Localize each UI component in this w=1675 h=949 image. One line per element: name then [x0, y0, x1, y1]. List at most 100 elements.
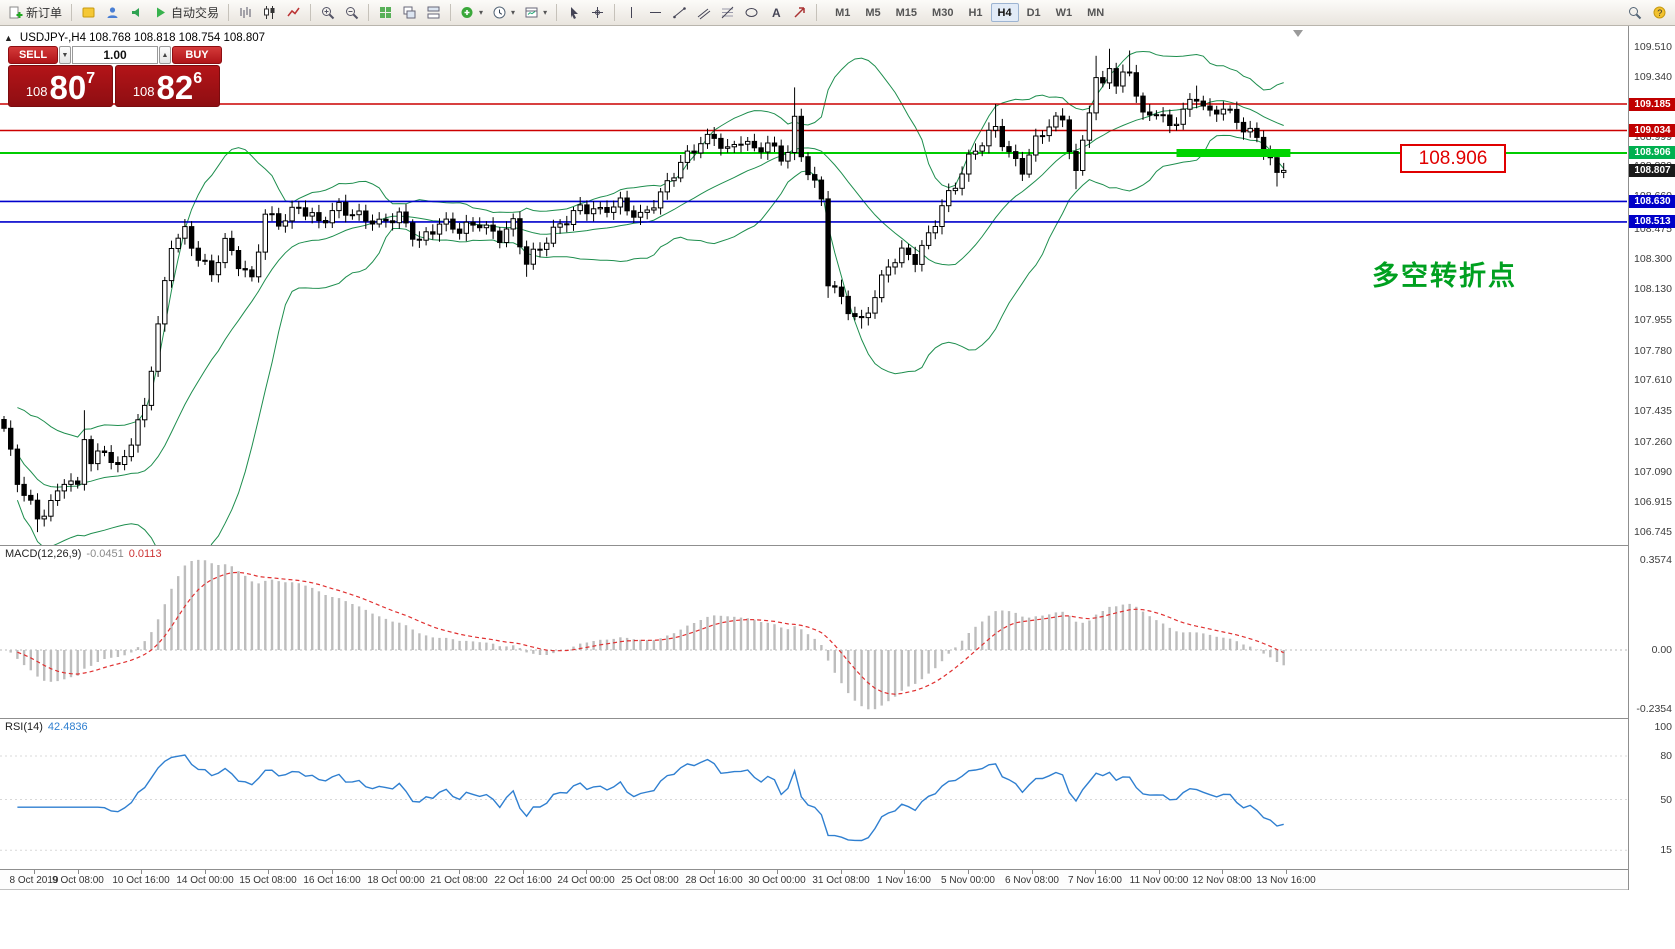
vertical-line-button[interactable] [620, 2, 643, 23]
sell-price-display[interactable]: 108 80 7 [8, 65, 113, 107]
rsi-scale-label: 100 [1654, 721, 1672, 733]
time-axis-tick [968, 870, 969, 874]
tile-windows-button[interactable] [374, 2, 397, 23]
candlestick-chart[interactable] [0, 26, 1627, 545]
time-axis-tick [777, 870, 778, 874]
search-button[interactable] [1623, 2, 1646, 23]
time-axis-label: 21 Oct 08:00 [430, 875, 488, 886]
timeframe-m5[interactable]: M5 [858, 3, 887, 22]
sell-button[interactable]: SELL [8, 46, 58, 64]
zoom-in-button[interactable] [316, 2, 339, 23]
toolbar-separator [228, 4, 230, 21]
timeframe-mn[interactable]: MN [1080, 3, 1111, 22]
candlestick-chart-button[interactable] [258, 2, 281, 23]
fibonacci-button[interactable] [716, 2, 739, 23]
arrange-windows-button[interactable] [422, 2, 445, 23]
time-axis-label: 13 Nov 16:00 [1256, 875, 1316, 886]
metaeditor-icon [82, 7, 95, 18]
cascade-icon [403, 6, 416, 19]
metaeditor-button[interactable] [77, 2, 100, 23]
zoom-out-button[interactable] [340, 2, 363, 23]
macd-chart[interactable] [0, 546, 1627, 718]
price-scale-label: 109.510 [1634, 41, 1672, 53]
price-badge: 108.807 [1629, 164, 1675, 177]
crosshair-button[interactable] [586, 2, 609, 23]
rsi-scale-label: 50 [1660, 794, 1672, 806]
trendline-icon [673, 7, 686, 19]
text-annotation-button[interactable]: A [764, 2, 787, 23]
time-axis-tick [268, 870, 269, 874]
timeframe-m30[interactable]: M30 [925, 3, 960, 22]
price-scale-label: 109.340 [1634, 71, 1672, 83]
cascade-windows-button[interactable] [398, 2, 421, 23]
time-axis-tick [523, 870, 524, 874]
community-button[interactable] [101, 2, 124, 23]
macd-scale-label: -0.2354 [1636, 703, 1672, 715]
volume-decrease-button[interactable]: ▼ [59, 46, 71, 64]
market-button[interactable] [125, 2, 148, 23]
dropdown-caret-icon: ▾ [479, 8, 484, 17]
price-annotation-box[interactable]: 108.906 [1400, 144, 1506, 173]
time-axis-label: 22 Oct 16:00 [494, 875, 552, 886]
time-axis-label: 11 Nov 00:00 [1129, 875, 1189, 886]
toolbar-separator [310, 4, 312, 21]
timeframe-w1[interactable]: W1 [1049, 3, 1080, 22]
toolbar-right-icons: ? [1623, 2, 1671, 23]
price-scale[interactable]: 109.510109.340109.170108.999108.830108.6… [1628, 26, 1675, 890]
timeframe-group: M1 M5 M15 M30 H1 H4 D1 W1 MN [828, 3, 1111, 22]
chart-shift-marker[interactable] [1293, 30, 1303, 37]
new-order-icon [9, 6, 23, 19]
one-click-trade-panel: SELL ▼ ▲ BUY 108 80 7 108 82 6 [8, 46, 222, 107]
ohlc-info: ▲ USDJPY-,H4 108.768 108.818 108.754 108.… [4, 32, 265, 44]
volume-increase-button[interactable]: ▲ [159, 46, 171, 64]
community-icon [107, 7, 118, 18]
macd-panel: MACD(12,26,9) -0.0451 0.0113 [0, 546, 1675, 719]
dropdown-caret-icon: ▾ [543, 8, 548, 17]
arrows-button[interactable] [788, 2, 811, 23]
line-chart-button[interactable] [282, 2, 305, 23]
timeframe-m15[interactable]: M15 [889, 3, 924, 22]
trendline-button[interactable] [668, 2, 691, 23]
cursor-button[interactable] [562, 2, 585, 23]
turning-point-note[interactable]: 多空转折点 [1372, 261, 1517, 291]
rsi-label: RSI(14) 42.4836 [5, 721, 88, 733]
new-order-button[interactable]: 新订单 [4, 2, 66, 23]
periods-button[interactable]: ▾ [488, 2, 519, 23]
autotrading-button[interactable]: 自动交易 [149, 2, 223, 23]
candles-icon [264, 6, 275, 19]
zoom-in-icon [322, 7, 335, 20]
indicators-icon [461, 7, 473, 18]
price-badge: 108.513 [1629, 215, 1675, 228]
timeframe-d1[interactable]: D1 [1020, 3, 1048, 22]
time-axis-tick [1159, 870, 1160, 874]
toolbar-separator [71, 4, 73, 21]
line-icon [287, 7, 300, 17]
support-button[interactable]: ? [1648, 2, 1671, 23]
horizontal-line-button[interactable] [644, 2, 667, 23]
sell-price-big: 80 [49, 68, 87, 106]
time-axis-label: 9 Oct 08:00 [52, 875, 104, 886]
price-scale-label: 106.745 [1634, 526, 1672, 538]
volume-input[interactable] [72, 46, 158, 64]
time-axis[interactable]: 8 Oct 2019 9 Oct 08:00 10 Oct 16:00 14 Oct … [0, 870, 1675, 890]
time-axis-tick [1032, 870, 1033, 874]
timeframe-h1[interactable]: H1 [961, 3, 989, 22]
templates-button[interactable]: ▾ [520, 2, 551, 23]
time-axis-label: 7 Nov 16:00 [1068, 875, 1122, 886]
rsi-chart[interactable] [0, 719, 1627, 869]
bar-chart-button[interactable] [234, 2, 257, 23]
trade-panel-toggle[interactable]: ▲ [4, 33, 13, 43]
indicators-button[interactable]: ▾ [456, 2, 487, 23]
buy-price-display[interactable]: 108 82 6 [115, 65, 220, 107]
rsi-scale-label: 80 [1660, 750, 1672, 762]
timeframe-h4[interactable]: H4 [990, 3, 1019, 22]
shapes-button[interactable] [740, 2, 763, 23]
buy-button[interactable]: BUY [172, 46, 222, 64]
timeframe-m1[interactable]: M1 [828, 3, 857, 22]
autotrading-icon [157, 7, 166, 18]
channel-button[interactable] [692, 2, 715, 23]
text-icon: A [772, 6, 781, 20]
sell-price-pip: 7 [86, 70, 96, 87]
sell-price-prefix: 108 [25, 84, 48, 99]
macd-name: MACD(12,26,9) [5, 548, 82, 560]
